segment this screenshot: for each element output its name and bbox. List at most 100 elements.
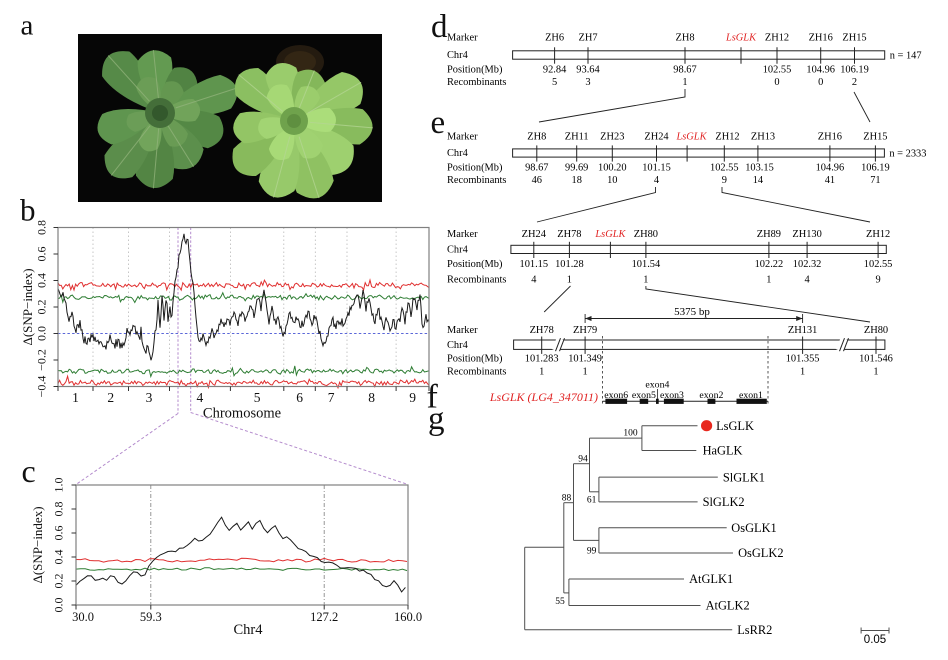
svg-text:3: 3 [146,390,153,405]
svg-text:101.546: 101.546 [859,354,893,365]
svg-text:10: 10 [607,175,617,186]
svg-text:n = 147: n = 147 [890,50,922,61]
svg-text:88: 88 [562,494,572,504]
svg-text:0.6: 0.6 [35,247,49,262]
svg-text:exon6: exon6 [604,390,628,401]
svg-text:101.283: 101.283 [525,354,559,365]
svg-text:102.22: 102.22 [755,259,784,270]
svg-text:Δ(SNP−index): Δ(SNP−index) [30,506,45,583]
svg-text:exon2: exon2 [699,390,723,401]
svg-text:4: 4 [654,175,660,186]
svg-text:4: 4 [531,275,537,286]
svg-text:ZH89: ZH89 [757,229,781,240]
svg-text:ZH24: ZH24 [522,229,547,240]
svg-text:99: 99 [587,547,597,557]
svg-text:4: 4 [197,390,204,405]
svg-text:0.6: 0.6 [52,526,66,541]
svg-text:2: 2 [852,77,857,88]
svg-text:f: f [427,379,439,416]
svg-text:Chr4: Chr4 [447,244,469,255]
svg-text:14: 14 [753,175,764,186]
svg-text:AtGLK2: AtGLK2 [706,599,750,613]
svg-text:61: 61 [587,495,597,505]
svg-text:Position(Mb): Position(Mb) [447,354,502,365]
svg-text:71: 71 [870,175,880,186]
svg-text:160.0: 160.0 [394,610,422,624]
svg-text:9: 9 [409,390,416,405]
svg-text:101.54: 101.54 [632,259,661,270]
svg-text:Marker: Marker [447,132,478,143]
svg-text:106.19: 106.19 [861,163,890,174]
svg-text:Chr4: Chr4 [234,622,264,638]
svg-text:Position(Mb): Position(Mb) [447,163,502,174]
svg-text:exon3: exon3 [660,390,684,401]
svg-text:1.0: 1.0 [52,478,66,493]
svg-text:Position(Mb): Position(Mb) [447,65,502,76]
svg-text:101.15: 101.15 [642,163,671,174]
svg-text:0.4: 0.4 [35,273,49,288]
svg-text:Marker: Marker [447,229,478,240]
svg-text:Marker: Marker [447,325,478,336]
svg-text:SlGLK2: SlGLK2 [703,495,745,509]
svg-text:94: 94 [578,455,588,465]
svg-text:0: 0 [818,77,823,88]
svg-text:ZH79: ZH79 [573,325,597,336]
svg-text:102.55: 102.55 [763,65,792,76]
svg-text:LsGLK: LsGLK [716,419,754,433]
svg-text:LsGLK (LG4_347011): LsGLK (LG4_347011) [489,390,598,404]
svg-text:0.2: 0.2 [35,300,49,315]
svg-text:0.8: 0.8 [35,220,49,235]
svg-text:ZH8: ZH8 [527,132,546,143]
svg-text:ZH78: ZH78 [530,325,554,336]
svg-text:102.32: 102.32 [793,259,822,270]
svg-text:Chr4: Chr4 [447,148,469,159]
svg-text:1: 1 [766,275,771,286]
svg-text:106.19: 106.19 [840,65,869,76]
svg-text:HaGLK: HaGLK [703,444,743,458]
svg-text:Recombinants: Recombinants [447,175,506,186]
svg-text:41: 41 [825,175,835,186]
svg-text:0.2: 0.2 [52,574,66,589]
svg-text:8: 8 [368,390,375,405]
svg-text:exon1: exon1 [739,390,763,401]
svg-text:Chr4: Chr4 [447,50,469,61]
svg-text:−0.4: −0.4 [35,376,49,398]
svg-text:ZH80: ZH80 [864,325,888,336]
svg-text:6: 6 [296,390,303,405]
svg-text:ZH6: ZH6 [545,33,564,44]
svg-text:102.55: 102.55 [710,163,739,174]
svg-text:1: 1 [643,275,648,286]
svg-text:Recombinants: Recombinants [447,275,506,286]
svg-text:1: 1 [539,367,544,378]
svg-text:98.67: 98.67 [525,163,548,174]
svg-text:101.349: 101.349 [568,354,602,365]
svg-text:0.05: 0.05 [864,634,886,646]
svg-text:4: 4 [804,275,810,286]
svg-text:18: 18 [572,175,582,186]
svg-text:ZH130: ZH130 [792,229,821,240]
svg-text:ZH78: ZH78 [557,229,581,240]
svg-text:59.3: 59.3 [140,610,162,624]
svg-text:101.28: 101.28 [555,259,584,270]
svg-text:101.355: 101.355 [786,354,820,365]
svg-text:46: 46 [532,175,542,186]
svg-text:SlGLK1: SlGLK1 [723,470,765,484]
svg-text:30.0: 30.0 [72,610,94,624]
svg-text:102.55: 102.55 [864,259,893,270]
svg-text:e: e [431,105,446,141]
svg-text:100: 100 [623,428,638,438]
svg-text:104.96: 104.96 [816,163,845,174]
svg-text:0.4: 0.4 [52,550,66,565]
svg-text:92.84: 92.84 [543,65,567,76]
svg-text:ZH16: ZH16 [818,132,842,143]
svg-text:OsGLK2: OsGLK2 [738,546,783,560]
svg-text:5375 bp: 5375 bp [674,306,710,318]
svg-text:104.96: 104.96 [806,65,835,76]
svg-text:ZH15: ZH15 [863,132,887,143]
svg-text:1: 1 [800,367,805,378]
svg-text:ZH16: ZH16 [809,33,833,44]
svg-text:ZH131: ZH131 [788,325,817,336]
svg-text:98.67: 98.67 [673,65,696,76]
svg-text:5: 5 [552,77,557,88]
svg-text:55: 55 [555,597,565,607]
